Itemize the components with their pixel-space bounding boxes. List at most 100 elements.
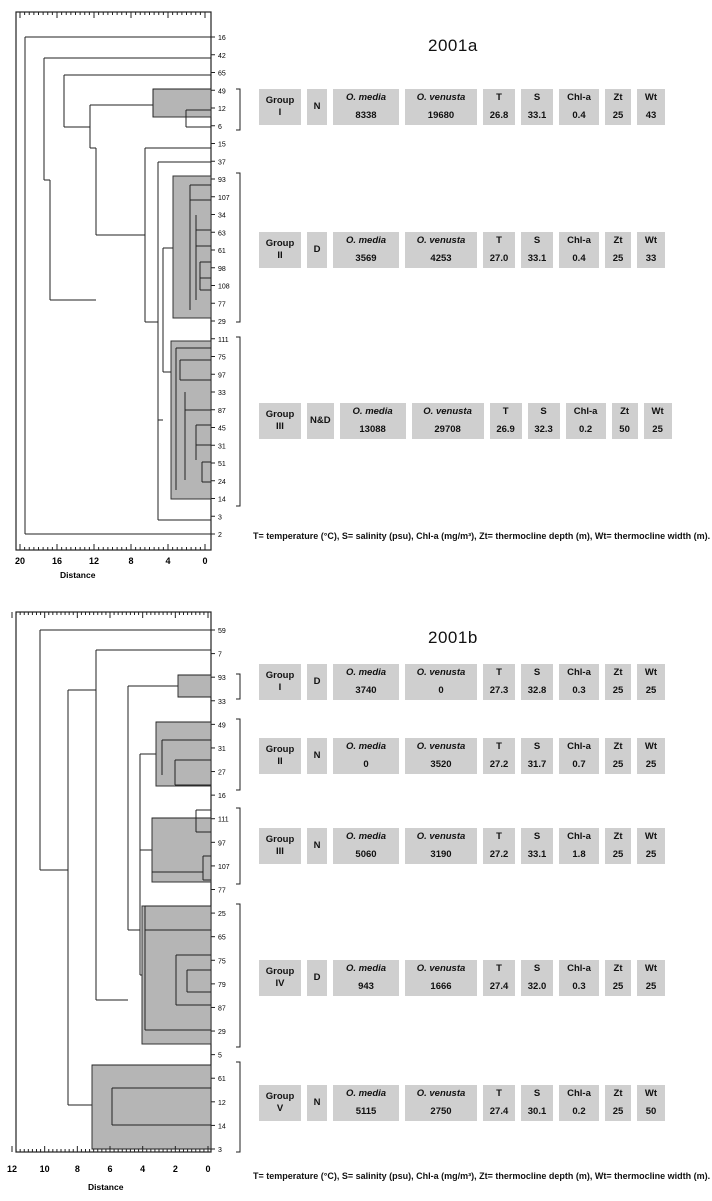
o-venusta-value: 3520 <box>405 756 477 774</box>
o-media-label: O. media <box>333 960 399 978</box>
temperature-label: T <box>483 738 515 756</box>
chl-label: Chl-a <box>559 89 599 107</box>
wt-label: Wt <box>637 738 665 756</box>
group-table-I: Group I D O. media O. venusta T S Chl-a Z… <box>253 664 671 700</box>
wt-label: Wt <box>637 828 665 846</box>
leaf-label: 3 <box>218 514 222 521</box>
group-3-box <box>151 817 212 883</box>
o-media-label: O. media <box>333 664 399 682</box>
leaf-label: 93 <box>218 675 226 682</box>
o-venusta-value: 3190 <box>405 846 477 864</box>
wt-value: 25 <box>637 682 665 700</box>
group-label: Group III <box>259 828 301 864</box>
salinity-label: S <box>521 960 553 978</box>
x-tick-label: 4 <box>165 556 170 566</box>
leaf-label: 108 <box>218 284 230 291</box>
chl-value: 0.3 <box>559 682 599 700</box>
zt-value: 50 <box>611 421 638 439</box>
chl-value: 1.8 <box>559 846 599 864</box>
leaf-label: 63 <box>218 230 226 237</box>
wt-value: 25 <box>637 978 665 996</box>
zt-label: Zt <box>605 1085 631 1103</box>
group-label: Group I <box>259 89 301 125</box>
o-venusta-value: 1666 <box>405 978 477 996</box>
temperature-value: 27.0 <box>483 250 515 268</box>
wt-value: 50 <box>637 1103 665 1121</box>
temperature-label: T <box>483 232 515 250</box>
leaf-label: 87 <box>218 408 226 415</box>
zt-value: 25 <box>605 978 631 996</box>
leaf-labels: 59 7 93 33 49 31 27 16 111 97 107 77 25 65 75 79 87 29 5 61… <box>211 628 230 1154</box>
group-table-II: Group II N O. media O. venusta T S Chl-a … <box>253 738 671 774</box>
day-night-class: D <box>307 960 327 996</box>
chl-label: Chl-a <box>559 960 599 978</box>
o-venusta-value: 19680 <box>405 107 477 125</box>
dendrogram-branches <box>24 36 211 535</box>
x-tick-label: 8 <box>128 556 133 566</box>
chl-value: 0.4 <box>559 107 599 125</box>
x-tick-label: 6 <box>107 1164 112 1174</box>
leaf-label: 77 <box>218 888 226 895</box>
leaf-label: 12 <box>218 1100 226 1107</box>
temperature-value: 27.2 <box>483 846 515 864</box>
temperature-value: 27.4 <box>483 978 515 996</box>
o-venusta-label: O. venusta <box>405 664 477 682</box>
wt-label: Wt <box>637 89 665 107</box>
temperature-value: 26.9 <box>489 421 522 439</box>
leaf-label: 87 <box>218 1005 226 1012</box>
o-media-value: 13088 <box>339 421 406 439</box>
x-axis-ticks: 12 10 8 6 4 2 0 <box>7 612 211 1174</box>
salinity-label: S <box>521 1085 553 1103</box>
x-tick-label: 4 <box>140 1164 145 1174</box>
x-tick-label: 16 <box>52 556 62 566</box>
o-venusta-label: O. venusta <box>405 828 477 846</box>
x-axis-label: Distance <box>60 570 96 580</box>
leaf-label: 51 <box>218 461 226 468</box>
o-media-value: 8338 <box>333 107 399 125</box>
group-2-box <box>155 721 212 787</box>
day-night-class: N&D <box>307 403 334 439</box>
wt-label: Wt <box>637 232 665 250</box>
leaf-label: 42 <box>218 53 226 60</box>
salinity-label: S <box>521 89 553 107</box>
group-3-box <box>170 340 212 500</box>
zt-label: Zt <box>605 960 631 978</box>
leaf-label: 6 <box>218 124 222 131</box>
zt-value: 25 <box>605 756 631 774</box>
leaf-label: 61 <box>218 1076 226 1083</box>
group-1-box <box>177 674 212 698</box>
chl-value: 0.7 <box>559 756 599 774</box>
leaf-label: 14 <box>218 497 226 504</box>
leaf-label: 65 <box>218 935 226 942</box>
leaf-label: 14 <box>218 1123 226 1130</box>
wt-label: Wt <box>637 1085 665 1103</box>
x-tick-label: 10 <box>40 1164 50 1174</box>
temperature-label: T <box>483 1085 515 1103</box>
group-table-III: Group III N&D O. media O. venusta T S Chl… <box>253 403 678 439</box>
o-venusta-value: 2750 <box>405 1103 477 1121</box>
dendrogram-2001a: 1642654912615379310734636198108772911175… <box>15 11 241 580</box>
o-venusta-value: 0 <box>405 682 477 700</box>
x-tick-label: 2 <box>173 1164 178 1174</box>
zt-value: 25 <box>605 250 631 268</box>
o-media-value: 3569 <box>333 250 399 268</box>
salinity-label: S <box>521 664 553 682</box>
wt-label: Wt <box>643 403 672 421</box>
salinity-label: S <box>527 403 560 421</box>
group-brackets <box>236 673 241 1153</box>
leaf-label: 34 <box>218 213 226 220</box>
group-table-II: Group II D O. media O. venusta T S Chl-a … <box>253 232 671 268</box>
o-venusta-value: 4253 <box>405 250 477 268</box>
chl-label: Chl-a <box>559 664 599 682</box>
salinity-value: 30.1 <box>521 1103 553 1121</box>
group-1-box <box>152 88 212 118</box>
leaf-label: 15 <box>218 142 226 149</box>
salinity-value: 31.7 <box>521 756 553 774</box>
salinity-value: 33.1 <box>521 107 553 125</box>
leaf-label: 97 <box>218 840 226 847</box>
o-media-value: 5115 <box>333 1103 399 1121</box>
salinity-value: 32.0 <box>521 978 553 996</box>
group-table-I: Group I N O. media O. venusta T S Chl-a Z… <box>253 89 671 125</box>
leaf-label: 111 <box>218 817 229 824</box>
day-night-class: N <box>307 89 327 125</box>
